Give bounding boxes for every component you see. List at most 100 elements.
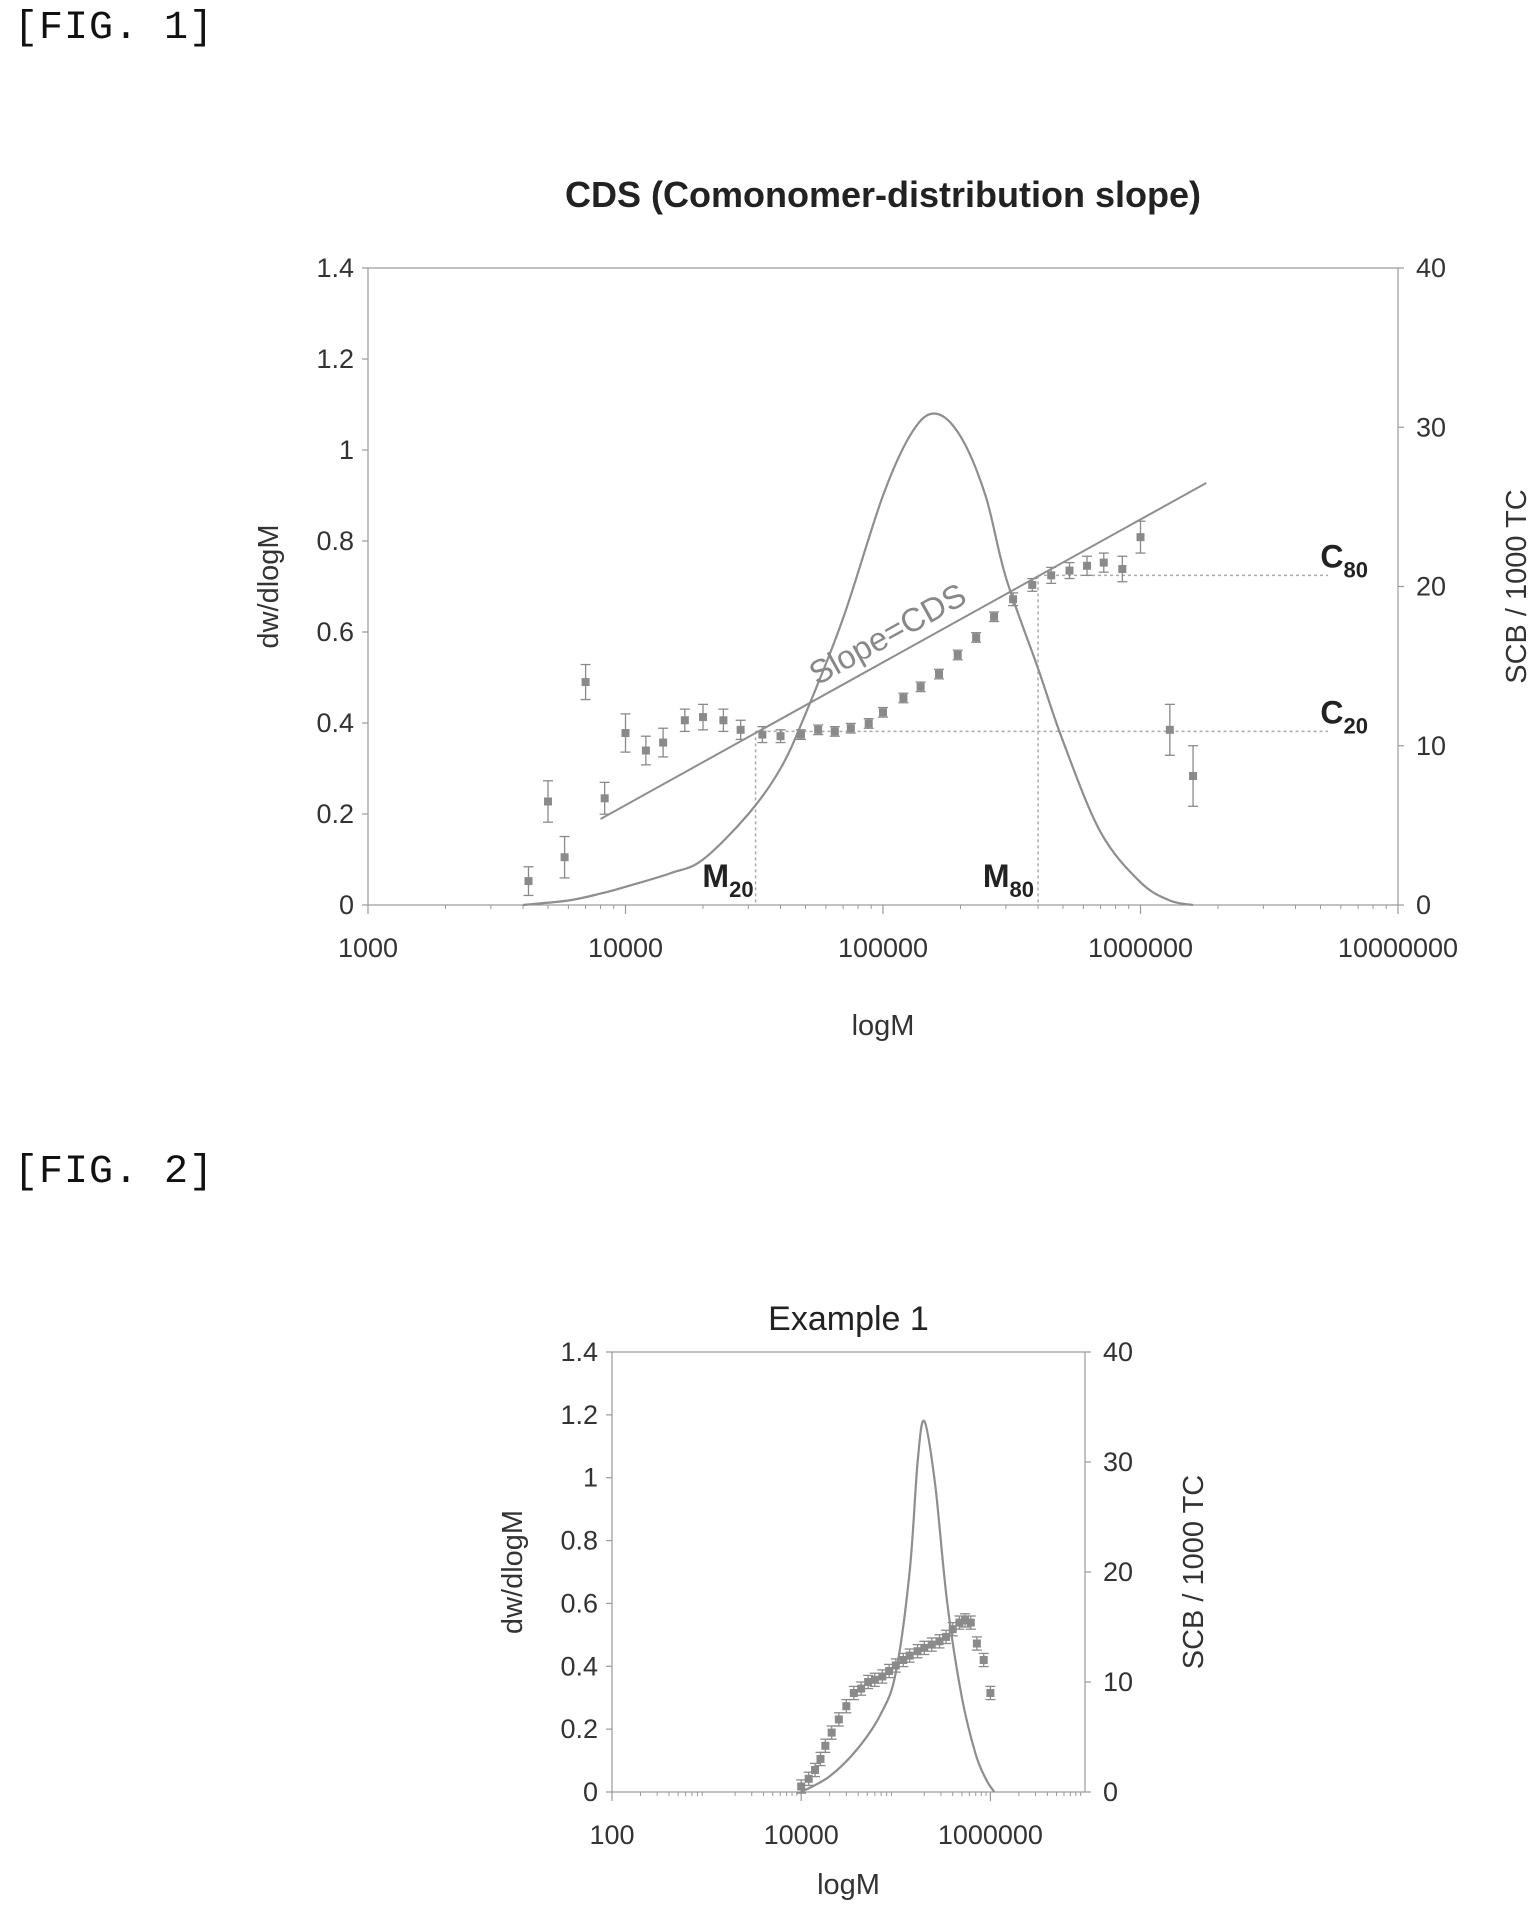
scb-point [979,1656,988,1664]
x-tick-label: 1000000 [1088,933,1193,963]
figure-label-1: [FIG. 1] [14,6,215,51]
scb-point [955,1618,964,1627]
y-tick-label: 0.8 [316,526,354,556]
y-tick-label: 0.2 [560,1714,598,1744]
y-tick-label: 0 [339,890,354,920]
y2-tick-label: 40 [1103,1337,1133,1367]
c20-label-subscript: 20 [1344,713,1368,738]
scb-point [811,1766,820,1774]
y-tick-label: 0.4 [560,1651,598,1681]
scb-point [961,1616,970,1625]
scb-point [827,1728,836,1737]
scb-point [641,746,650,755]
y2-tick-label: 30 [1103,1447,1133,1477]
scb-point [864,1678,873,1686]
x-tick-label: 10000000 [1338,933,1458,963]
y-tick-label: 1 [339,435,354,465]
scb-point [913,1647,922,1656]
chart-cds: CDS (Comonomer-distribution slope) 0 0.2 0.… [253,174,1533,1042]
scb-point [942,1632,951,1641]
c80-label-subscript: 80 [1344,557,1368,582]
scb-point [935,670,944,679]
scb-point [870,1675,879,1684]
y-tick-label: 0.4 [316,708,354,738]
x-axis-label: logM [852,1010,915,1042]
y2-tick-label: 0 [1103,1777,1118,1807]
scb-point [821,1741,830,1750]
m80-label: M80 [983,858,1034,902]
y-tick-label: 0 [583,1777,598,1807]
scb-point [966,1618,975,1627]
x-tick-label: 100000 [838,933,928,963]
scb-point [899,693,908,702]
scb-point [990,612,999,621]
y-tick-label: 1.2 [560,1400,598,1430]
m80-label-main: M [983,858,1010,894]
y2-tick-label: 40 [1416,253,1446,283]
y2-tick-label: 20 [1103,1557,1133,1587]
scb-point [621,729,630,738]
scb-point [830,727,839,736]
slope-cds-label: Slope=CDS [803,576,973,692]
slope-line [600,482,1207,820]
m80-label-subscript: 80 [1010,877,1034,902]
scb-point [719,716,728,725]
c80-label-main: C [1320,538,1343,574]
scb-point [834,1715,843,1724]
scb-point [1118,564,1127,573]
y-tick-label: 1 [583,1463,598,1493]
scb-point [1136,533,1145,542]
x-tick-label: 10000 [588,933,663,963]
y2-tick-label: 0 [1416,890,1431,920]
scb-point [864,719,873,728]
mwd-curve [800,1419,996,1793]
scb-point [879,708,887,717]
scb-point [986,1689,995,1697]
mwd-curve [522,412,1194,907]
scb-point [796,730,805,739]
scb-point [543,797,552,806]
chart-title: CDS (Comonomer-distribution slope) [565,174,1201,215]
y2-axis-label: SCB / 1000 TC [1501,489,1533,684]
scb-point [659,738,668,747]
scb-point [846,724,855,733]
c20-label: C20 [1320,694,1368,738]
y-tick-label: 0.8 [560,1526,598,1556]
scb-point [776,732,785,741]
scb-point [972,1639,981,1648]
scb-point [849,1689,858,1697]
scb-point [797,1782,806,1791]
x-tick-label: 1000000 [938,1820,1043,1850]
scb-point [1028,580,1037,589]
y-tick-label: 0.6 [316,617,354,647]
scb-point [581,678,590,687]
y-axis-label: dw/dlogM [253,524,285,648]
scb-point [899,1656,908,1664]
y2-tick-label: 30 [1416,412,1446,442]
plot-frame [611,1351,1086,1793]
y-tick-label: 0.6 [560,1588,598,1618]
scb-point [524,877,533,886]
scb-point [600,794,609,803]
scb-point [953,650,962,659]
figure-label-2: [FIG. 2] [14,1150,215,1195]
scb-point [916,682,925,691]
chart-title: Example 1 [768,1300,929,1338]
scb-point [878,1672,887,1681]
scb-point [935,1637,944,1646]
m20-label: M20 [702,858,753,902]
y2-tick-label: 20 [1416,572,1446,602]
scb-point [1165,725,1174,734]
chart-example-1: Example 1 0 0.2 0.4 0.6 0.8 1 1.2 1.4 0 10 20 30 40 10… [497,1300,1210,1901]
m20-label-main: M [702,858,729,894]
scb-point [948,1625,957,1634]
scb-point [804,1774,813,1783]
plot-frame [367,267,1399,906]
scb-point [1047,571,1056,580]
scb-point [927,1640,936,1649]
scb-point [885,1667,894,1675]
scb-point [905,1651,914,1660]
scb-point [816,1755,825,1763]
scb-point [972,633,981,642]
